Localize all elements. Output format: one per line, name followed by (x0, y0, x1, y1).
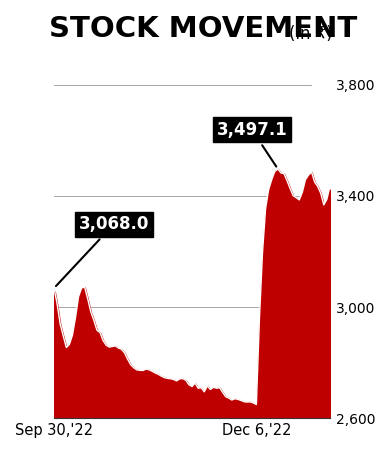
Text: STOCK MOVEMENT: STOCK MOVEMENT (48, 14, 357, 43)
Text: (in ₹): (in ₹) (289, 24, 333, 43)
Text: 3,497.1: 3,497.1 (216, 121, 287, 167)
Text: 3,068.0: 3,068.0 (56, 215, 149, 286)
